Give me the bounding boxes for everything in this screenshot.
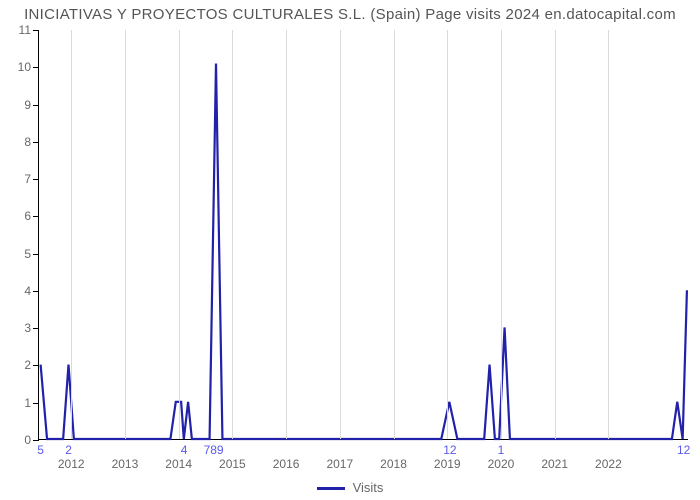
x-value-label: 4 (181, 443, 188, 457)
legend-swatch (317, 487, 345, 490)
plot-area: 0123456789101120122013201420152016201720… (38, 30, 688, 440)
x-year-label: 2015 (219, 457, 246, 471)
gridline-vertical (608, 30, 609, 439)
legend-label: Visits (353, 480, 384, 495)
x-value-label: 789 (204, 443, 224, 457)
x-year-label: 2014 (165, 457, 192, 471)
gridline-vertical (125, 30, 126, 439)
y-tick (33, 254, 39, 255)
gridline-vertical (394, 30, 395, 439)
x-year-label: 2013 (112, 457, 139, 471)
y-tick (33, 67, 39, 68)
x-year-label: 2012 (58, 457, 85, 471)
gridline-vertical (340, 30, 341, 439)
x-value-label: 2 (65, 443, 72, 457)
y-tick-label: 5 (9, 247, 31, 261)
x-year-label: 2020 (488, 457, 515, 471)
y-tick-label: 6 (9, 209, 31, 223)
chart-title: INICIATIVAS Y PROYECTOS CULTURALES S.L. … (0, 6, 700, 23)
x-year-label: 2019 (434, 457, 461, 471)
chart-container: INICIATIVAS Y PROYECTOS CULTURALES S.L. … (0, 0, 700, 500)
y-tick (33, 142, 39, 143)
gridline-vertical (286, 30, 287, 439)
y-tick (33, 216, 39, 217)
y-tick-label: 4 (9, 284, 31, 298)
gridline-vertical (179, 30, 180, 439)
y-tick-label: 3 (9, 321, 31, 335)
y-tick (33, 30, 39, 31)
legend: Visits (0, 480, 700, 495)
x-value-label: 12 (443, 443, 456, 457)
line-series (39, 30, 688, 439)
x-year-label: 2021 (541, 457, 568, 471)
y-tick-label: 9 (9, 98, 31, 112)
y-tick-label: 0 (9, 433, 31, 447)
y-tick-label: 11 (9, 23, 31, 37)
gridline-vertical (447, 30, 448, 439)
gridline-vertical (555, 30, 556, 439)
x-value-label: 5 (37, 443, 44, 457)
x-year-label: 2022 (595, 457, 622, 471)
x-value-label: 1 (498, 443, 505, 457)
y-tick-label: 8 (9, 135, 31, 149)
gridline-vertical (501, 30, 502, 439)
y-tick (33, 105, 39, 106)
y-tick-label: 10 (9, 60, 31, 74)
x-year-label: 2018 (380, 457, 407, 471)
y-tick-label: 7 (9, 172, 31, 186)
x-year-label: 2016 (273, 457, 300, 471)
y-tick (33, 179, 39, 180)
x-value-label: 12 (677, 443, 690, 457)
y-tick (33, 291, 39, 292)
y-tick-label: 1 (9, 396, 31, 410)
y-tick (33, 440, 39, 441)
y-tick (33, 403, 39, 404)
y-tick (33, 365, 39, 366)
gridline-vertical (71, 30, 72, 439)
x-year-label: 2017 (326, 457, 353, 471)
visits-line (41, 63, 687, 439)
y-tick (33, 328, 39, 329)
gridline-vertical (232, 30, 233, 439)
y-tick-label: 2 (9, 358, 31, 372)
